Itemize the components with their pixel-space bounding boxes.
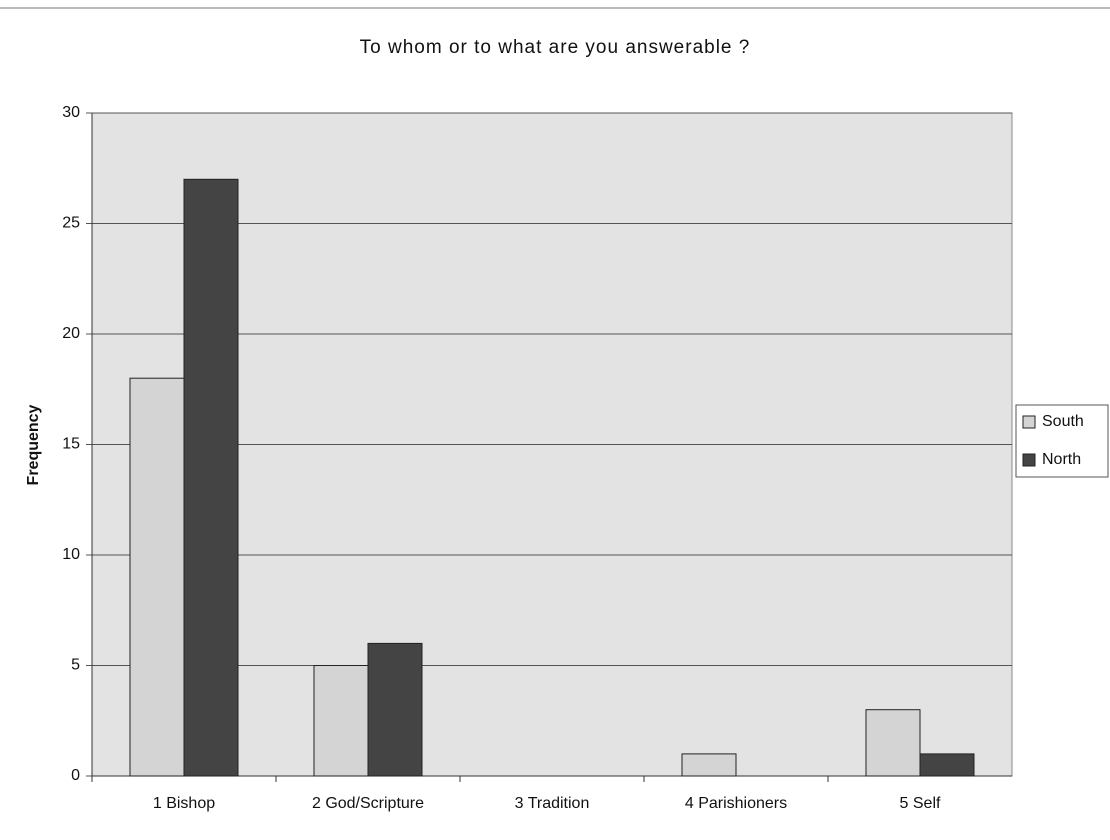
x-tick-label: 2 God/Scripture	[312, 795, 424, 812]
x-tick-label: 1 Bishop	[153, 795, 215, 812]
chart-title: To whom or to what are you answerable ?	[360, 37, 751, 58]
bar	[367, 642, 423, 777]
y-tick-label: 5	[71, 657, 80, 674]
y-tick-label: 10	[62, 546, 80, 563]
legend-label: South	[1042, 413, 1084, 430]
y-tick-label: 15	[62, 436, 80, 453]
y-tick-label: 30	[62, 104, 80, 121]
y-tick-label: 25	[62, 215, 80, 232]
bar	[919, 753, 975, 777]
y-axis-label: Frequency	[25, 404, 42, 485]
x-tick-label: 5 Self	[900, 795, 941, 812]
bar	[183, 178, 239, 777]
legend-swatch	[1022, 453, 1036, 467]
y-tick-label: 20	[62, 325, 80, 342]
bar	[865, 709, 921, 777]
x-tick-label: 4 Parishioners	[685, 795, 787, 812]
legend-label: North	[1042, 451, 1081, 468]
bar	[129, 377, 185, 777]
x-tick-label: 3 Tradition	[515, 795, 590, 812]
legend-swatch	[1022, 415, 1036, 429]
bar	[313, 665, 369, 777]
y-tick-label: 0	[71, 767, 80, 784]
bar	[681, 753, 737, 777]
